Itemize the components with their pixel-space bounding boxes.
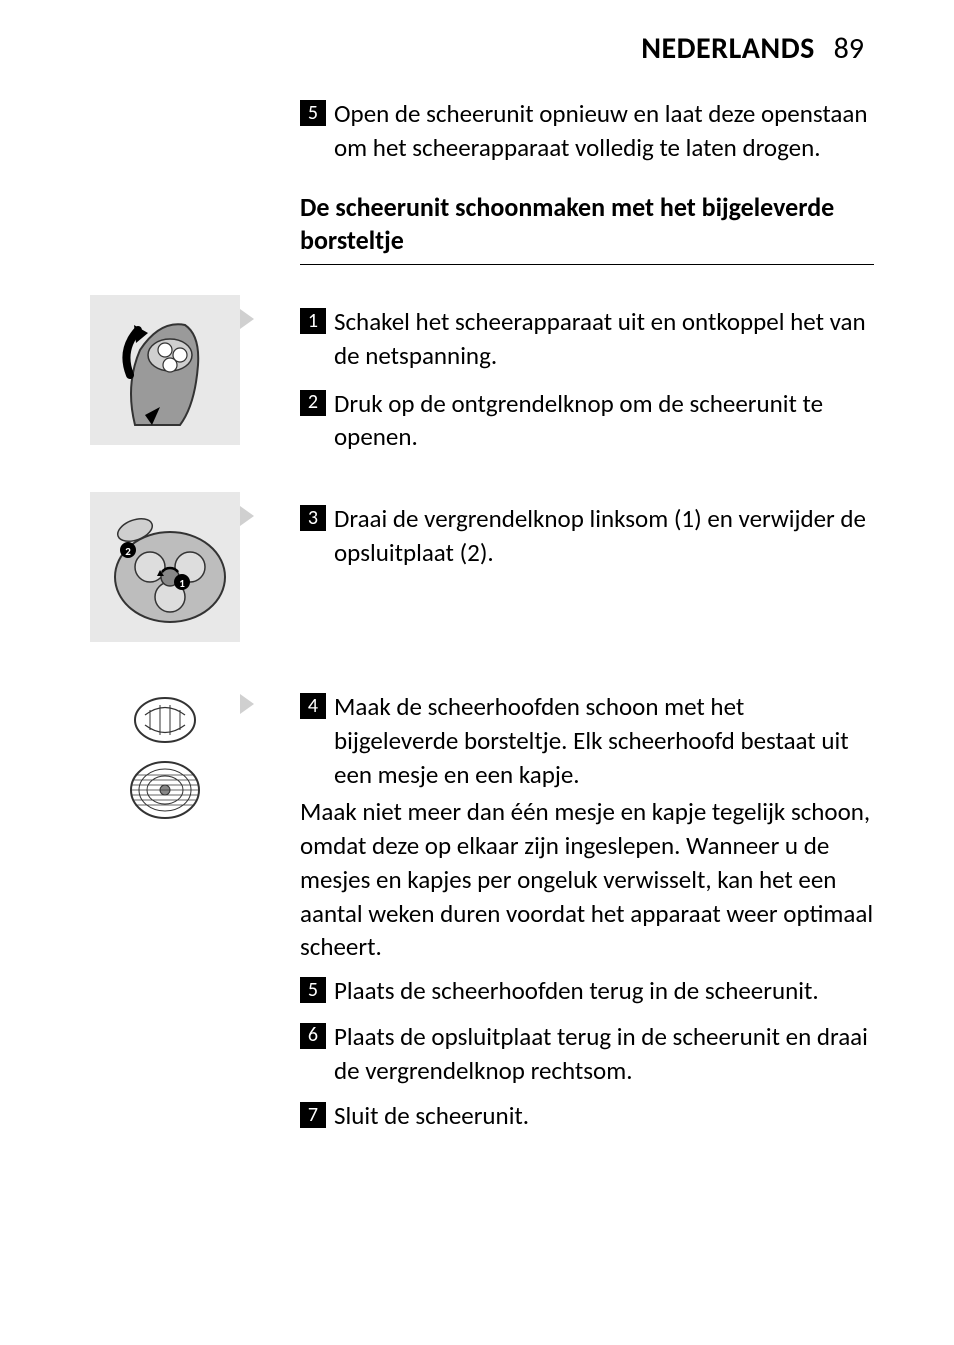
illus-block-2: 2 1 3 Draai de vergrendelknop linksom (1… — [80, 492, 874, 642]
step-text: Plaats de opsluitplaat terug in de schee… — [334, 1020, 874, 1088]
illus-column: 2 1 — [80, 492, 300, 642]
illus-column — [80, 680, 300, 830]
step-number-badge: 5 — [300, 100, 326, 126]
illustration-clean-heads — [90, 680, 240, 830]
step-number-badge: 3 — [300, 505, 326, 531]
step-number-badge: 7 — [300, 1102, 326, 1128]
pointer-icon — [240, 694, 254, 714]
illus-column — [80, 295, 300, 445]
svg-text:2: 2 — [125, 545, 131, 558]
step-number-badge: 6 — [300, 1023, 326, 1049]
step-row: 5 Plaats de scheerhoofden terug in de sc… — [80, 974, 874, 1008]
step-number-badge: 1 — [300, 308, 326, 334]
step-number-badge: 2 — [300, 390, 326, 416]
steps-1-2: 1 Schakel het scheerapparaat uit en ontk… — [300, 295, 874, 454]
step-text: Schakel het scheerapparaat uit en ontkop… — [334, 305, 874, 373]
step-text: Plaats de scheerhoofden terug in de sche… — [334, 974, 874, 1008]
illus-block-1: 1 Schakel het scheerapparaat uit en ontk… — [80, 295, 874, 454]
step-text: Sluit de scheerunit. — [334, 1099, 874, 1133]
step-text: Maak de scheerhoofden schoon met het bij… — [334, 690, 874, 791]
pointer-icon — [240, 309, 254, 329]
section-heading-row: De scheerunit schoonmaken met het bijgel… — [80, 173, 874, 288]
illustration-open-shaver — [90, 295, 240, 445]
remove-plate-icon: 2 1 — [90, 492, 240, 642]
header-page-number: 89 — [834, 30, 864, 67]
step-content: 5 Open de scheerunit opnieuw en laat dez… — [300, 97, 874, 165]
section-heading: De scheerunit schoonmaken met het bijgel… — [300, 191, 874, 266]
step-continuation: Maak niet meer dan één mesje en kapje te… — [300, 795, 874, 964]
pointer-icon — [240, 506, 254, 526]
step-5: 5 Plaats de scheerhoofden terug in de sc… — [300, 974, 874, 1008]
step-row: 6 Plaats de opsluitplaat terug in de sch… — [80, 1020, 874, 1088]
step-row: 7 Sluit de scheerunit. — [80, 1099, 874, 1133]
step-number-badge: 5 — [300, 977, 326, 1003]
step-7: 7 Sluit de scheerunit. — [300, 1099, 874, 1133]
shaver-open-icon — [90, 295, 240, 445]
step-text: Draai de vergrendelknop linksom (1) en v… — [334, 502, 874, 570]
clean-heads-icon — [90, 680, 240, 830]
step-6: 6 Plaats de opsluitplaat terug in de sch… — [300, 1020, 874, 1088]
step-3: 3 Draai de vergrendelknop linksom (1) en… — [300, 492, 874, 570]
step-number-badge: 4 — [300, 693, 326, 719]
heading-col: De scheerunit schoonmaken met het bijgel… — [300, 173, 874, 288]
step-row: 5 Open de scheerunit opnieuw en laat dez… — [80, 97, 874, 165]
manual-page: NEDERLANDS 89 5 Open de scheerunit opnie… — [0, 0, 954, 1345]
step-text: Open de scheerunit opnieuw en laat deze … — [334, 97, 874, 165]
svg-text:1: 1 — [179, 577, 185, 590]
step-text: Druk op de ontgrendelknop om de scheerun… — [334, 387, 874, 455]
page-header: NEDERLANDS 89 — [80, 30, 874, 67]
illus-block-3: 4 Maak de scheerhoofden schoon met het b… — [80, 680, 874, 964]
illustration-remove-plate: 2 1 — [90, 492, 240, 642]
step-4: 4 Maak de scheerhoofden schoon met het b… — [300, 680, 874, 964]
header-language: NEDERLANDS — [641, 30, 815, 67]
